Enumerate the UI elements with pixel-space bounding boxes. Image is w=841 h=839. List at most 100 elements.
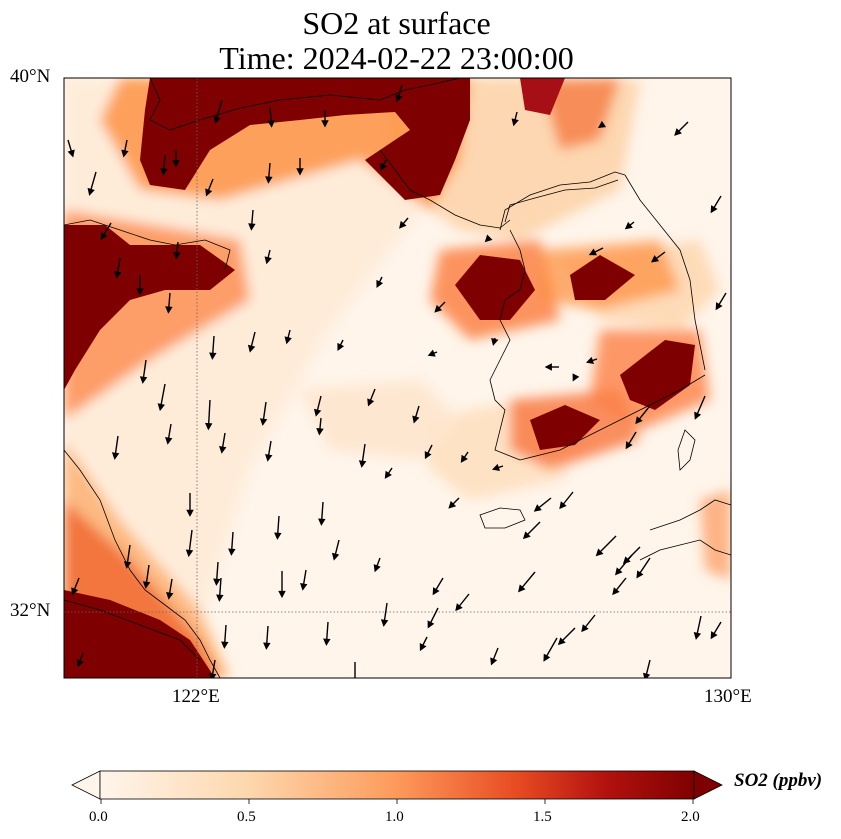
gridlines [64, 78, 731, 678]
wind-arrow-head [581, 624, 589, 633]
wind-arrow-head [157, 403, 165, 412]
wind-arrow-head [228, 548, 236, 556]
wind-arrow-head [136, 288, 144, 296]
wind-arrow-head [296, 168, 304, 176]
so2-concentration-field [64, 78, 731, 678]
wind-arrow-head [172, 160, 180, 168]
wind-arrow-head [543, 653, 551, 662]
wind-arrow-head [511, 118, 519, 127]
wind-arrow-head [625, 441, 633, 450]
wind-arrow-head [265, 453, 273, 462]
wind-arrow-head [448, 500, 457, 509]
map-frame [63, 77, 732, 679]
lat-tick-32n: 32°N [10, 600, 51, 621]
wind-arrow-head [715, 302, 723, 311]
map-title-line2: Time: 2024-02-22 23:00:00 [219, 40, 574, 76]
colorbar-tick-1-5: 1.5 [533, 809, 552, 825]
wind-arrow-head [87, 187, 95, 196]
wind-arrow-head [205, 188, 213, 197]
wind-arrow-head [123, 561, 132, 569]
wind-arrow-head [259, 418, 268, 426]
wind-arrow-head [693, 632, 702, 640]
colorbar-tick-0: 0.0 [89, 809, 108, 825]
wind-arrow-head [186, 509, 194, 517]
wind-arrow-head [533, 504, 542, 512]
wind-arrow-head [559, 501, 567, 510]
wind-arrow-head [694, 411, 702, 420]
wind-arrow-head [321, 120, 329, 128]
wind-arrow-head [399, 220, 407, 229]
lat-tick-40n: 40°N [10, 66, 51, 87]
wind-arrow-head [213, 578, 221, 586]
wind-arrow-head [710, 205, 718, 214]
colorbar-tick-0-5: 0.5 [237, 809, 256, 825]
wind-arrow-head [209, 352, 217, 360]
wind-arrow-head [173, 251, 181, 260]
wind-arrow-head [264, 256, 272, 265]
wind-arrow-head [323, 638, 331, 646]
wind-arrow-head [588, 248, 597, 256]
wind-arrow-head [424, 451, 432, 460]
wind-arrow-head [412, 415, 420, 424]
wind-arrow-head [300, 582, 308, 591]
wind-arrow-head [419, 643, 427, 652]
wind-arrow-head [139, 376, 148, 384]
wind-arrow-head [367, 398, 375, 407]
wind-arrow-head [313, 408, 322, 417]
wind-arrow-head [636, 570, 644, 579]
wind-arrow-head [624, 221, 633, 230]
wind-arrow-head [247, 344, 256, 353]
wind-arrow-head [395, 94, 403, 103]
wind-arrow-head [265, 176, 273, 184]
wind-arrow-head [635, 416, 643, 425]
wind-arrow-head [432, 587, 440, 596]
lon-tick-130e: 130°E [704, 686, 752, 707]
wind-arrow-head [455, 603, 463, 612]
wind-arrow-head [216, 594, 224, 602]
wind-arrow-head [185, 549, 194, 558]
colorbar-tick-2: 2.0 [681, 809, 700, 825]
wind-vectors [67, 84, 727, 684]
wind-arrow-head [274, 532, 282, 540]
wind-arrow-head [358, 460, 367, 468]
wind-arrow-head [460, 454, 468, 463]
wind-arrow-head [595, 548, 604, 557]
wind-arrow-head [284, 336, 292, 345]
wind-arrow-head [434, 304, 443, 313]
wind-arrow-head [213, 115, 221, 124]
wind-arrow-head [572, 373, 580, 382]
wind-arrow-head [384, 470, 392, 479]
wind-arrow-head [337, 342, 345, 351]
wind-arrow-head [642, 672, 651, 678]
wind-arrow-head [518, 584, 526, 593]
wind-arrow-head [316, 427, 324, 436]
wind-arrow-head [674, 128, 682, 136]
wind-arrow-head [650, 255, 660, 263]
wind-arrow-head [491, 463, 500, 471]
wind-arrow-head [142, 581, 151, 589]
wind-arrow-head [376, 279, 384, 288]
wind-arrow-head [67, 149, 75, 158]
wind-arrow-head [121, 149, 129, 158]
lon-tick-122e: 122°E [172, 686, 220, 707]
wind-arrow-head [380, 162, 388, 171]
wind-arrow-head [165, 436, 173, 445]
wind-arrow-head [373, 564, 381, 573]
wind-arrow-head [221, 641, 229, 649]
wind-arrow-head [114, 270, 122, 279]
wind-arrow-head [263, 642, 271, 650]
wind-arrow-head [352, 679, 357, 684]
wind-arrow-head [491, 337, 499, 346]
wind-arrow-head [278, 590, 286, 599]
wind-arrow-head [544, 363, 552, 371]
wind-arrow-head [248, 223, 256, 231]
coastlines [64, 78, 731, 678]
wind-arrow-head [484, 234, 493, 243]
wind-arrow-head [427, 620, 435, 629]
wind-arrow-head [71, 587, 79, 596]
wind-arrow-head [380, 619, 389, 627]
colorbar [71, 770, 723, 804]
wind-arrow-head [615, 567, 623, 576]
wind-arrow-head [612, 587, 620, 596]
